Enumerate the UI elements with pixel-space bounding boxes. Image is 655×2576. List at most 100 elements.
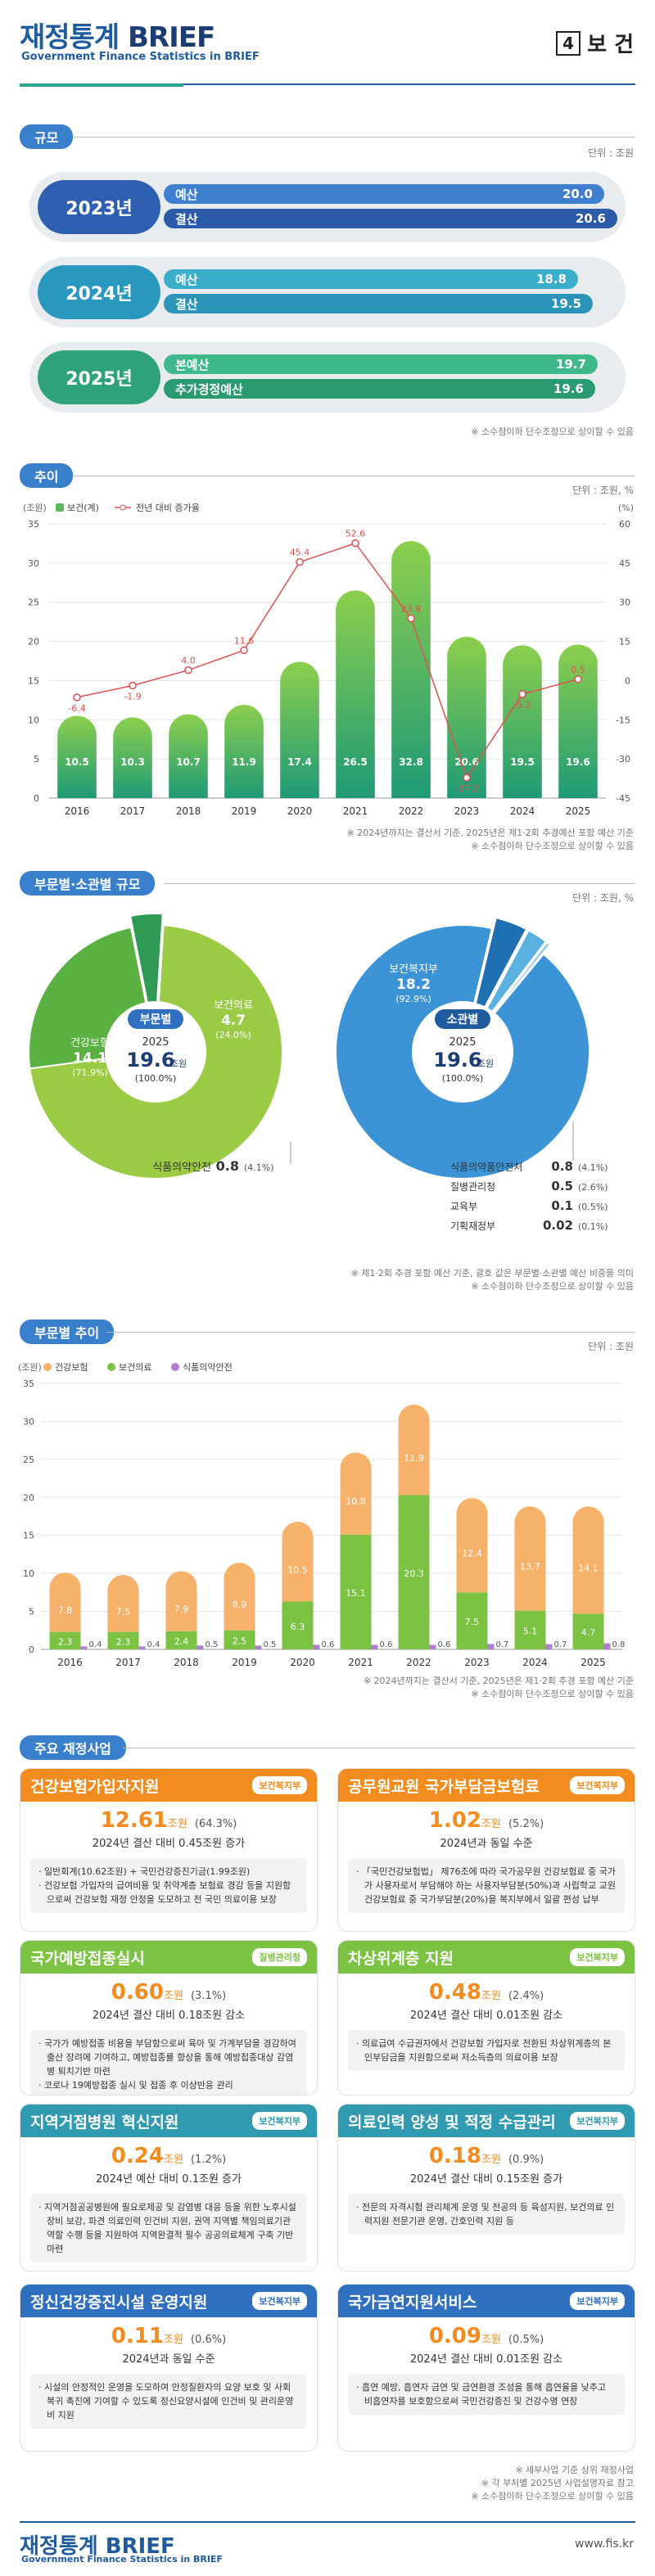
program-card: 지역거점병원 혁신지원 보건복지부 0.24조원 (1.2%) 2024년 예산 대비… <box>20 2104 318 2271</box>
program-title: 국가예방접종실시 <box>30 1949 145 1968</box>
header-divider <box>20 83 635 85</box>
section-pill-composition: 부문별·소관별 규모 <box>20 871 156 896</box>
bar-value-food-2019: 0.5 <box>264 1640 277 1649</box>
tick-label-left: 25 <box>28 598 39 608</box>
bar-value-insurance-2022: 11.9 <box>404 1453 424 1464</box>
x-tick-label: 2019 <box>232 805 257 817</box>
growth-point-2020 <box>296 557 304 566</box>
bar-value-food-2022: 0.6 <box>438 1640 451 1649</box>
program-compare: 2024년 결산 대비 0.18조원 감소 <box>92 2010 246 2022</box>
bar-value-insurance-2020: 10.5 <box>287 1564 308 1575</box>
bar-medical-2018 <box>165 1631 197 1649</box>
program-description: · 지역거점공공병원에 필요로제공 및 감염병 대응 등을 위한 노후시설 장비… <box>30 2194 307 2262</box>
growth-point-2023 <box>463 774 471 782</box>
footer-divider <box>20 2521 635 2523</box>
program-title: 공무원교원 국가부담금보험료 <box>348 1777 540 1796</box>
program-card-header: 의료인력 양성 및 적정 수급관리 보건복지부 <box>338 2105 635 2137</box>
bar-insurance-2016 <box>49 1572 81 1632</box>
footer-url[interactable]: www.fis.kr <box>575 2538 634 2551</box>
header-divider-accent <box>20 83 183 87</box>
ministry-year: 2025 <box>449 1036 476 1049</box>
tick-label-left: 15 <box>28 675 39 686</box>
tick-label-left: 5 <box>34 754 39 765</box>
program-amount: 0.24조원 (1.2%) <box>111 2144 227 2168</box>
legend-label-0: 건강보험 <box>55 1362 88 1373</box>
bar-medical-2017 <box>107 1631 139 1649</box>
bar-food-2025 <box>602 1643 611 1649</box>
ministry-list-pct-1: (4.1%) <box>578 1162 608 1173</box>
x-tick-label: 2019 <box>232 1657 257 1668</box>
x-tick-label: 2017 <box>115 1657 141 1668</box>
bar-insurance-2024 <box>514 1506 546 1611</box>
program-ministry-badge: 질병관리청 <box>252 1948 307 1966</box>
legend-swatch-0 <box>43 1363 52 1371</box>
program-card-header: 국가예방접종실시 질병관리청 <box>20 1941 317 1974</box>
program-ministry-badge: 보건복지부 <box>570 1948 625 1966</box>
x-tick-label: 2016 <box>57 1657 83 1668</box>
legend-swatch-1 <box>107 1363 115 1371</box>
program-card-header: 차상위계층 지원 보건복지부 <box>338 1941 635 1974</box>
section-line <box>164 883 635 884</box>
section-pill-scale: 규모 <box>20 124 74 149</box>
program-compare: 2024년 결산 대비 0.01조원 감소 <box>409 2353 563 2366</box>
scale-unit: 단위 : 조원 <box>588 147 634 159</box>
axis-label-left: (조원) <box>23 503 47 513</box>
trend-note: ※ 2024년까지는 결산서 기준, 2025년은 제1·2회 추경예산 포함 … <box>346 828 634 851</box>
program-title: 지역거점병원 혁신지원 <box>30 2113 179 2132</box>
bar-value-medical-2023: 7.5 <box>465 1617 480 1627</box>
bar-value-food-2020: 0.6 <box>322 1640 335 1649</box>
bar-total-2024 <box>503 645 542 798</box>
bar-insurance-2025 <box>572 1506 604 1614</box>
sector-total-pct: (100.0%) <box>135 1073 177 1084</box>
bar-label-total-2022: 32.8 <box>399 756 423 768</box>
bar-total-2020 <box>280 661 319 798</box>
program-card-header: 지역거점병원 혁신지원 보건복지부 <box>20 2105 317 2137</box>
legend-marker-growth <box>120 504 126 511</box>
bar-medical-2021 <box>340 1534 372 1649</box>
composition-unit: 단위 : 조원, % <box>572 892 634 904</box>
program-amount: 1.02조원 (5.2%) <box>428 1808 544 1833</box>
bar-medical-2016 <box>49 1631 81 1649</box>
bar-total-2016 <box>57 715 97 798</box>
bar-label-total-2021: 26.5 <box>343 756 368 768</box>
bar-value-medical-2016: 2.3 <box>58 1636 73 1647</box>
program-compare: 2024년과 동일 수준 <box>440 1838 533 1850</box>
bar-value-medical-2022: 20.3 <box>404 1568 424 1579</box>
ministry-list-pct-4: (0.1%) <box>578 1221 608 1232</box>
section-pill-sector-trend: 부문별 추이 <box>20 1320 115 1344</box>
scale-bar-2024-settlement: 결산 19.5 <box>164 294 593 314</box>
program-compare: 2024년 결산 대비 0.15조원 증가 <box>409 2173 563 2186</box>
x-tick-label: 2022 <box>406 1657 431 1668</box>
program-ministry-badge: 보건복지부 <box>252 2112 307 2130</box>
program-ministry-badge: 보건복지부 <box>570 2292 625 2310</box>
bar-value-insurance-2017: 7.5 <box>116 1606 131 1617</box>
bar-food-2018 <box>195 1645 204 1649</box>
growth-label-2022: 23.8 <box>401 603 422 614</box>
bar-value-food-2017: 0.4 <box>147 1640 160 1649</box>
bar-total-2025 <box>558 644 598 798</box>
bar-total-2018 <box>169 714 208 798</box>
tick-label-right: -15 <box>616 715 630 725</box>
program-compare: 2024년과 동일 수준 <box>122 2353 215 2366</box>
bar-value-medical-2024: 5.1 <box>523 1626 538 1636</box>
growth-line <box>76 542 579 779</box>
sector-label-value-2: 0.8 <box>216 1158 239 1174</box>
tick-label-left: 0 <box>34 793 39 804</box>
sector-total: 19.6 <box>126 1049 174 1071</box>
program-title: 건강보험가입자지원 <box>30 1777 160 1796</box>
growth-point-2025 <box>574 675 582 683</box>
scale-bar-2023-budget: 예산 20.0 <box>164 184 604 204</box>
sector-label-pct-2: (4.1%) <box>244 1162 274 1173</box>
page-subtitle: Government Finance Statistics in BRIEF <box>21 51 260 63</box>
bar-food-2019 <box>253 1645 262 1649</box>
bar-value-medical-2018: 2.4 <box>174 1636 189 1647</box>
x-tick-label: 2022 <box>399 805 424 817</box>
growth-label-2016: -6.4 <box>68 703 85 714</box>
growth-point-2021 <box>351 539 359 548</box>
bar-insurance-2018 <box>165 1571 197 1631</box>
bar-value-insurance-2018: 7.9 <box>174 1604 189 1615</box>
sector-total-unit: 조원 <box>170 1058 187 1069</box>
x-tick-label: 2020 <box>290 1657 315 1668</box>
tick-label-right: 60 <box>619 519 630 530</box>
tick-label-left: 35 <box>28 519 39 530</box>
